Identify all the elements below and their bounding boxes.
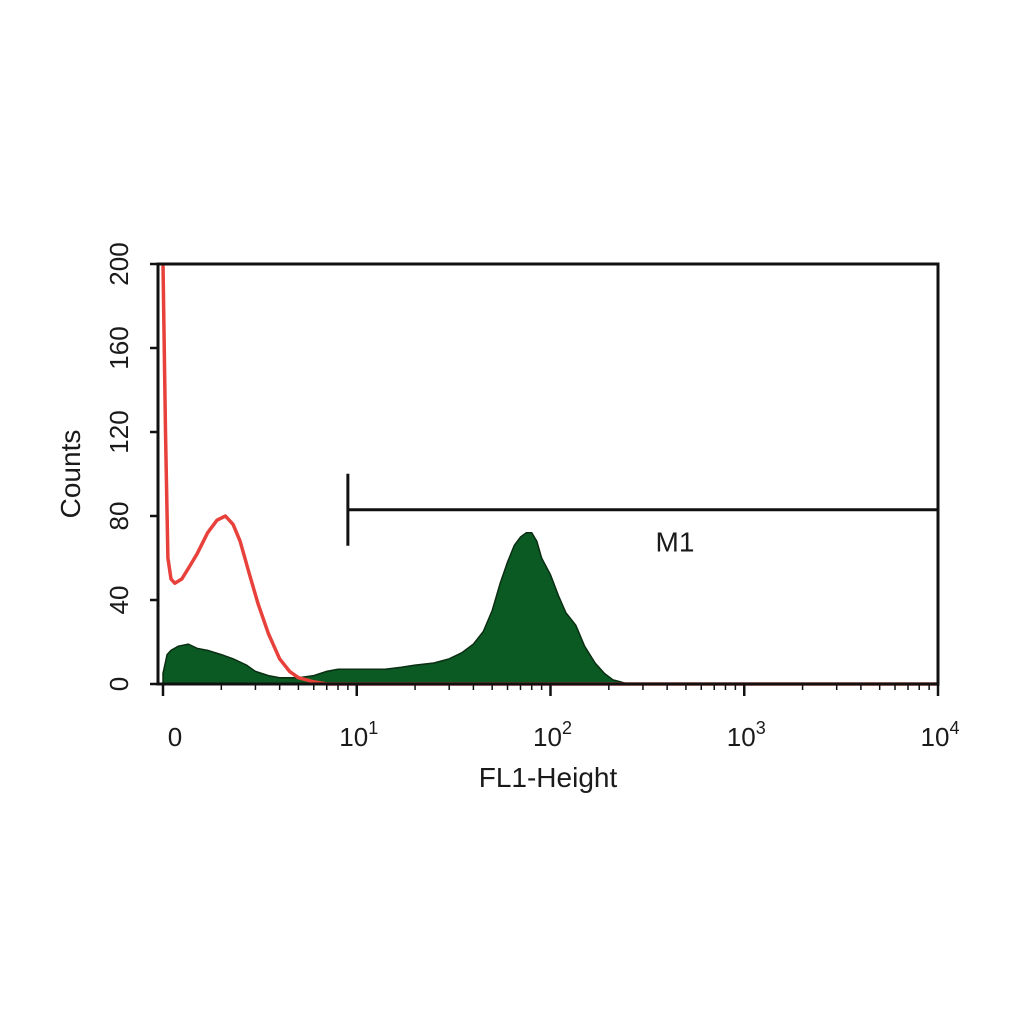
y-tick-label: 80: [104, 502, 134, 531]
plot-fills: [161, 263, 938, 686]
x-tick-label: 103: [727, 718, 766, 752]
plot-frame: [156, 262, 940, 686]
y-axis-label: Counts: [55, 430, 86, 519]
y-tick-label: 0: [104, 677, 134, 691]
x-tick-label: 102: [533, 718, 572, 752]
gate-label: M1: [656, 527, 695, 558]
series-filled-histogram: [162, 532, 938, 685]
x-tick-label: 104: [921, 718, 960, 752]
x-tick-label: 0: [168, 722, 182, 752]
m1-gate: M1: [346, 473, 938, 558]
x-axis-label: FL1-Height: [479, 762, 618, 793]
x-tick-label: 101: [339, 718, 378, 752]
y-tick-label: 160: [104, 326, 134, 369]
y-tick-label: 120: [104, 410, 134, 453]
axis-ticks: 0 40 80 120 160 200 0 101 102 103 104: [104, 242, 959, 752]
y-tick-label: 40: [104, 586, 134, 615]
y-tick-label: 200: [104, 242, 134, 285]
